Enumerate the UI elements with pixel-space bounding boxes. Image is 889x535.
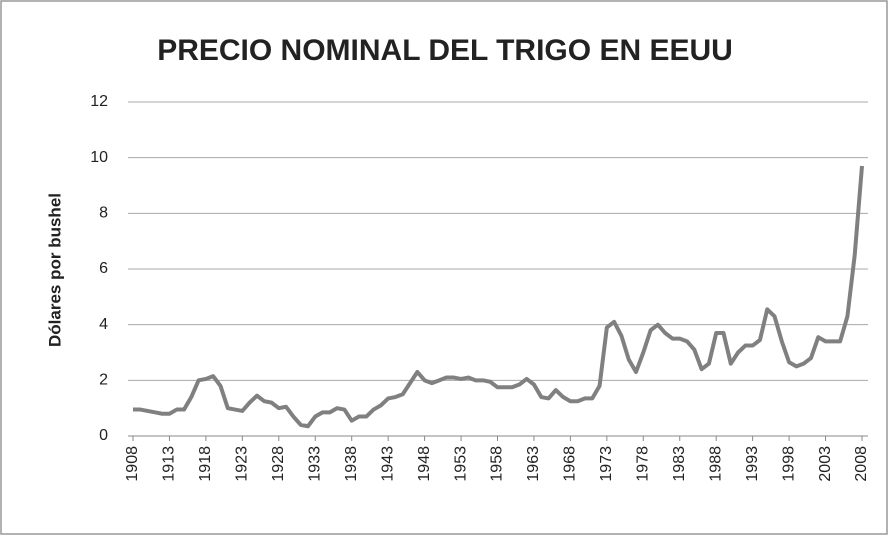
x-tick-label: 1933: [306, 446, 323, 482]
x-tick-label: 1978: [635, 446, 652, 482]
x-tick-label: 1918: [197, 446, 214, 482]
x-tick-label: 1943: [379, 446, 396, 482]
x-tick-label: 1973: [598, 446, 615, 482]
x-tick-label: 1958: [489, 446, 506, 482]
x-tick-label: 1963: [525, 446, 542, 482]
x-tick-label: 1928: [270, 446, 287, 482]
x-tick-label: 1968: [562, 446, 579, 482]
y-tick-label: 2: [99, 372, 108, 389]
y-tick-label: 12: [90, 93, 108, 110]
y-tick-label: 6: [99, 260, 108, 277]
x-tick-label: 1923: [234, 446, 251, 482]
y-tick-label: 10: [90, 149, 108, 166]
x-tick-label: 1988: [707, 446, 724, 482]
x-tick-label: 1908: [124, 446, 141, 482]
x-tick-label: 2003: [817, 446, 834, 482]
x-tick-label: 1983: [671, 446, 688, 482]
x-tick-label: 2008: [853, 446, 870, 482]
y-axis-label: Dólares por bushel: [45, 193, 64, 347]
x-tick-label: 1953: [452, 446, 469, 482]
x-tick-label: 1993: [744, 446, 761, 482]
y-tick-label: 0: [99, 427, 108, 444]
x-tick-label: 1913: [161, 446, 178, 482]
x-tick-label: 1938: [343, 446, 360, 482]
y-tick-label: 8: [99, 205, 108, 222]
y-tick-label: 4: [99, 316, 108, 333]
x-tick-label: 1998: [780, 446, 797, 482]
chart-title: PRECIO NOMINAL DEL TRIGO EN EEUU: [157, 34, 733, 67]
data-line: [133, 165, 864, 429]
x-tick-label: 1948: [416, 446, 433, 482]
